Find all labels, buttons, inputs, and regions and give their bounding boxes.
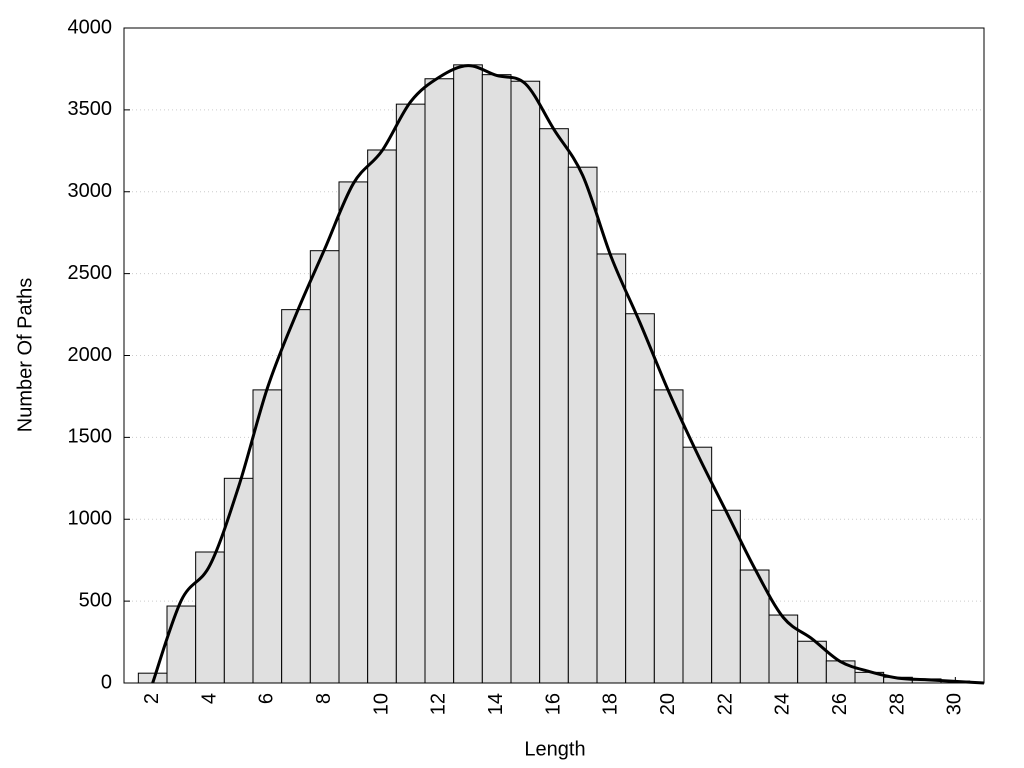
bar [281,309,311,684]
plot-frame [123,27,985,684]
y-tick-label: 2500 [68,262,113,284]
x-tick-label: 24 [772,693,794,715]
bar [223,477,254,684]
bar [539,128,569,684]
x-tick-label: 18 [600,693,622,715]
bar [338,181,369,684]
bar [195,551,225,684]
bar [682,446,713,684]
bar [252,389,283,684]
y-tick-label: 1500 [68,426,113,448]
x-axis-label: Length [524,738,585,760]
x-tick-label: 28 [886,693,908,715]
y-tick-label: 3000 [68,180,113,202]
y-tick-label: 3500 [68,98,113,120]
x-tick-label: 12 [428,693,450,715]
y-tick-label: 1000 [68,508,113,530]
x-tick-label: 20 [657,693,679,715]
bar [653,389,684,684]
bar [424,78,455,684]
x-tick-label: 6 [256,693,278,704]
x-tick-label: 14 [485,693,507,715]
bar [453,64,483,684]
bar [395,103,426,684]
x-tick-label: 30 [944,693,966,715]
x-tick-label: 16 [542,693,564,715]
y-tick-label: 0 [101,671,112,693]
y-axis-label: Number Of Paths [14,278,36,433]
x-tick-label: 8 [313,693,335,704]
y-tick-label: 500 [79,589,112,611]
x-tick-label: 26 [829,693,851,715]
bar [367,149,397,684]
bar [567,166,598,684]
bar [625,313,655,684]
bar [596,253,627,684]
bar [309,250,340,684]
bar [711,509,741,684]
x-tick-label: 10 [370,693,392,715]
bar [166,605,197,684]
x-tick-label: 4 [198,693,220,704]
bar [481,74,512,684]
y-tick-label: 2000 [68,344,113,366]
bar [510,80,541,684]
y-tick-label: 4000 [68,16,113,38]
trend-line [151,64,985,685]
x-tick-label: 2 [141,693,163,704]
x-tick-label: 22 [714,693,736,715]
bar [825,660,856,684]
